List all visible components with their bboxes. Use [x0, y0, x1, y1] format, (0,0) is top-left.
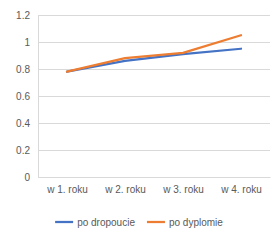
y-tick: 0	[24, 172, 270, 183]
legend: po dropoucie po dyplomie	[55, 217, 223, 228]
y-axis-line	[39, 16, 271, 178]
grid-line	[38, 15, 270, 16]
grid-line	[38, 177, 270, 178]
y-tick-label: 0.6	[16, 91, 30, 102]
y-tick: 0.4	[16, 118, 270, 129]
y-tick-label: 1	[24, 37, 30, 48]
x-tick-label: w 4. roku	[220, 184, 262, 195]
legend-swatch	[55, 221, 73, 223]
y-tick-label: 1.2	[16, 10, 30, 21]
x-tick: w 4. roku	[220, 177, 262, 195]
legend-label: po dropoucie	[77, 217, 135, 228]
y-tick-label: 0	[24, 172, 30, 183]
chart: 0 0.2 0.4 0.6 0.8 1 1.2 w 1. roku w 2. roku w 3. …	[0, 0, 278, 239]
plot: 0 0.2 0.4 0.6 0.8 1 1.2 w 1. roku w 2. roku w 3. …	[16, 10, 270, 195]
y-tick-label: 0.4	[16, 118, 30, 129]
grid-line	[38, 123, 270, 124]
legend-item: po dyplomie	[147, 217, 223, 228]
x-tick: w 2. roku	[104, 177, 146, 195]
legend-label: po dyplomie	[169, 217, 223, 228]
x-axis: w 1. roku w 2. roku w 3. roku w 4. roku	[39, 177, 271, 195]
series-line	[67, 35, 241, 71]
x-tick: w 3. roku	[162, 177, 204, 195]
legend-swatch	[147, 221, 165, 223]
y-tick: 1.2	[16, 10, 270, 21]
y-tick: 0.8	[16, 64, 270, 75]
grid-line	[38, 150, 270, 151]
y-axis: 0 0.2 0.4 0.6 0.8 1 1.2	[16, 10, 270, 183]
x-axis-line	[39, 177, 271, 178]
x-tick-label: w 3. roku	[162, 184, 204, 195]
y-tick: 0.6	[16, 91, 270, 102]
y-tick-label: 0.8	[16, 64, 30, 75]
legend-item: po dropoucie	[55, 217, 135, 228]
x-tick-label: w 2. roku	[104, 184, 146, 195]
x-tick: w 1. roku	[46, 177, 88, 195]
grid-line	[38, 42, 270, 43]
grid-line	[38, 96, 270, 97]
y-tick-label: 0.2	[16, 145, 30, 156]
series-group	[67, 35, 241, 71]
series-line	[67, 49, 241, 72]
y-tick: 0.2	[16, 145, 270, 156]
x-tick-label: w 1. roku	[46, 184, 88, 195]
